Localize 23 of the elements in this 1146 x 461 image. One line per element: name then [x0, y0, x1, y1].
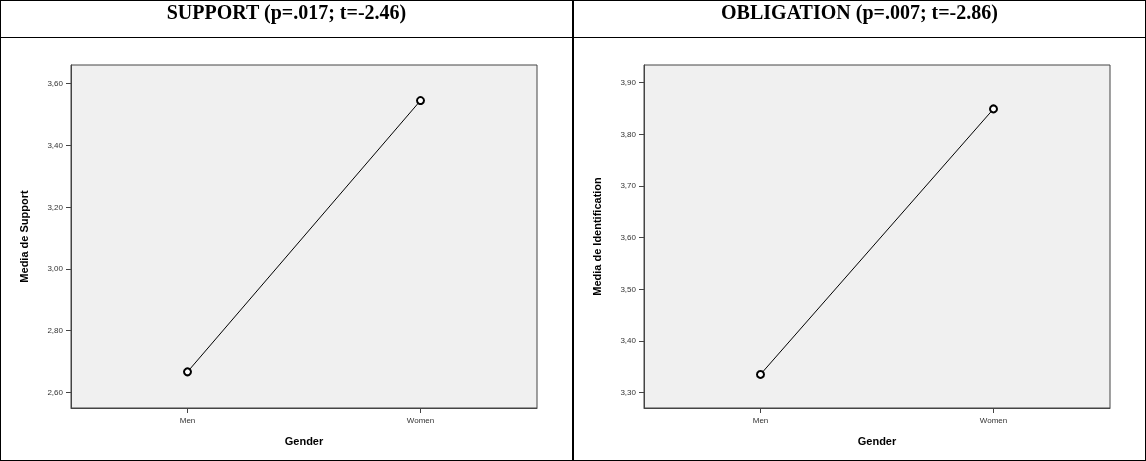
y-tick-label: 2,60	[47, 388, 64, 398]
x-tick-label: Men	[752, 415, 769, 425]
x-tick-label: Men	[179, 415, 196, 425]
chart-title: SUPPORT (p=.017; t=-2.46)	[1, 1, 572, 38]
y-tick-label: 3,30	[620, 388, 637, 397]
x-axis-title: Gender	[857, 434, 897, 447]
x-tick-label: Women	[406, 415, 435, 425]
y-tick-label: 3,60	[620, 233, 637, 243]
y-tick-label: 3,40	[620, 336, 637, 346]
y-tick-label: 3,70	[620, 181, 637, 191]
y-tick-label: 3,40	[47, 140, 64, 150]
y-tick-label: 3,20	[47, 202, 64, 212]
y-tick-label: 3,90	[620, 78, 637, 88]
x-tick-label: Women	[979, 415, 1008, 425]
y-tick-label: 3,50	[620, 284, 637, 294]
chart-title: OBLIGATION (p=.007; t=-2.86)	[574, 1, 1145, 38]
y-tick-label: 2,80	[47, 326, 64, 336]
x-axis-title: Gender	[284, 434, 324, 447]
y-axis-title: Media de Support	[17, 190, 30, 283]
y-tick-label: 3,80	[620, 129, 637, 139]
y-tick-label: 3,00	[47, 264, 64, 274]
y-axis-title: Media de Identification	[590, 176, 603, 296]
y-tick-label: 3,60	[47, 79, 64, 89]
